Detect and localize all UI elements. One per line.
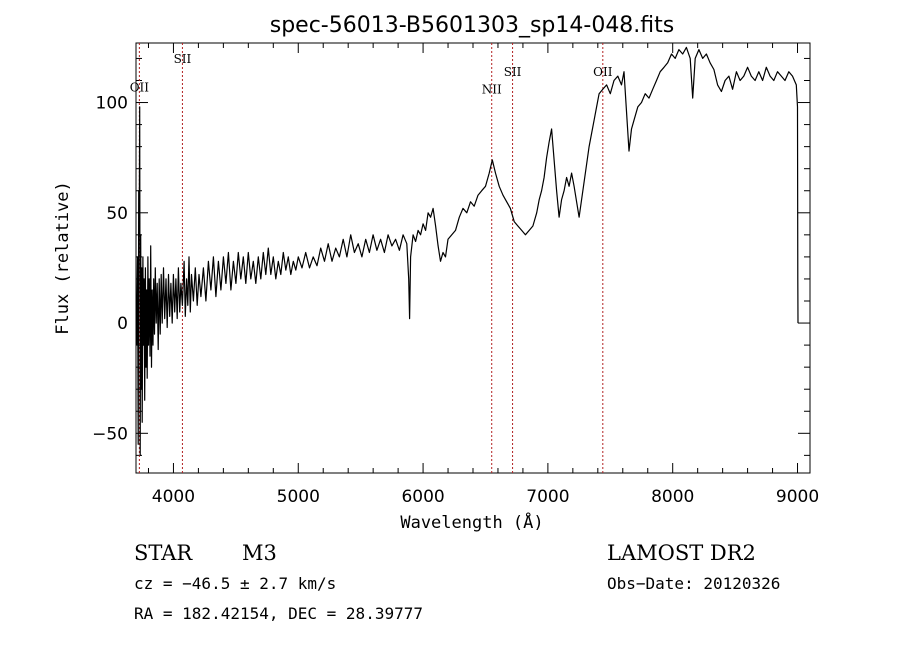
x-tick-label: 4000 — [152, 487, 195, 507]
x-tick-label: 9000 — [776, 487, 819, 507]
x-axis-label: Wavelength (Å) — [400, 511, 543, 533]
axis-ticks: 4000 5000 6000 7000 8000 9000 −50 0 50 100 — [92, 43, 819, 507]
x-tick-label: 7000 — [526, 487, 569, 507]
x-tick-label: 6000 — [401, 487, 444, 507]
y-tick-label: 100 — [96, 94, 128, 114]
emission-line-label: SII — [174, 52, 192, 66]
object-subclass: M3 — [242, 541, 277, 565]
emission-line-label: NII — [482, 83, 502, 97]
series-group — [136, 46, 799, 456]
emission-line-label: OII — [593, 65, 613, 79]
coordinates-text: RA = 182.42154, DEC = 28.39777 — [134, 604, 423, 623]
plot-frame — [135, 42, 811, 474]
y-tick-label: 50 — [106, 204, 128, 224]
spectrum-line — [136, 46, 799, 456]
y-tick-label: 0 — [117, 314, 128, 334]
emission-line-label: OII — [130, 81, 150, 95]
x-tick-label: 5000 — [277, 487, 320, 507]
y-tick-label: −50 — [92, 424, 128, 444]
survey-name: LAMOST DR2 — [607, 541, 756, 565]
x-tick-label: 8000 — [651, 487, 694, 507]
obs-date-text: Obs−Date: 20120326 — [607, 574, 780, 593]
emission-line-label: SII — [504, 65, 522, 79]
redshift-text: cz = −46.5 ± 2.7 km/s — [134, 574, 336, 593]
y-axis-label: Flux (relative) — [53, 181, 73, 335]
object-class: STAR — [134, 541, 193, 565]
chart-title: spec-56013-B5601303_sp14-048.fits — [270, 13, 675, 38]
